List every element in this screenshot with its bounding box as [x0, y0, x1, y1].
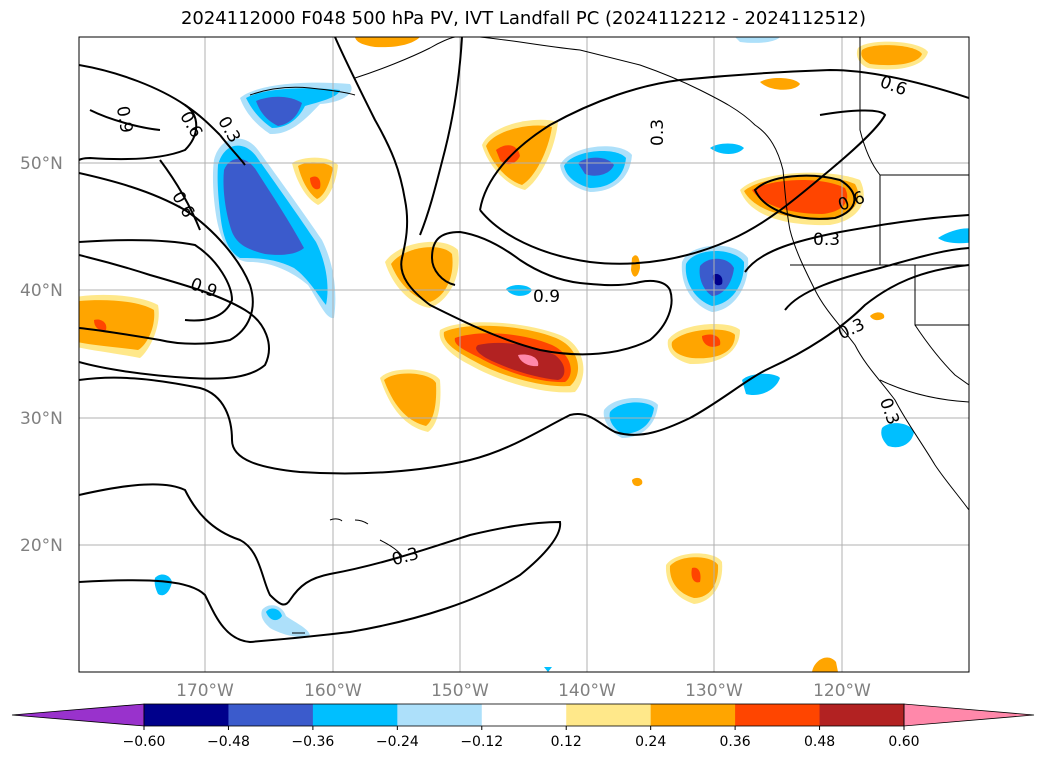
negative-anomaly-137w-48n: [560, 146, 632, 192]
colorbar-frame: [143, 703, 905, 727]
colorbar-tick-label: 0.12: [551, 734, 582, 750]
colorbar-tick-label: 0.48: [804, 734, 835, 750]
colorbar-segment: [481, 704, 567, 726]
lon-label-130w: 130°W: [685, 681, 743, 701]
negative-anomaly-tiny: [544, 667, 552, 672]
positive-anomaly-tiny-2: [870, 312, 885, 321]
colorbar-segment: [397, 704, 483, 726]
positive-anomaly-small-1: [292, 157, 338, 205]
positive-anomaly-bottom: [812, 657, 838, 672]
contour-label: 0.9: [533, 287, 560, 307]
negative-anomaly-small-7: [881, 423, 914, 448]
colorbar-segments: [11, 703, 1035, 727]
lat-label-50n: 50°N: [20, 154, 63, 174]
colorbar-segment: [312, 704, 398, 726]
positive-anomaly-top-center: [355, 37, 420, 48]
negative-anomaly-aleutian: [240, 82, 352, 135]
latitude-labels: 50°N 40°N 30°N 20°N: [20, 154, 63, 556]
colorbar-segment: [650, 704, 736, 726]
colorbar-tick-label: −0.24: [376, 734, 419, 750]
lat-label-20n: 20°N: [20, 536, 63, 556]
lon-label-170w: 170°W: [176, 681, 234, 701]
contour-label: 0.9: [112, 105, 136, 135]
pv-contours: [79, 37, 969, 644]
negative-anomaly-130w-40n: [681, 245, 749, 312]
lat-label-30n: 30°N: [20, 409, 63, 429]
colorbar: −0.60 −0.48 −0.36 −0.24 −0.12 0.12 0.24 0.36 0.4…: [11, 703, 1035, 750]
colorbar-tick-label: 0.24: [635, 734, 666, 750]
colorbar-segment: [144, 704, 229, 726]
colorbar-tick-label: −0.48: [207, 734, 250, 750]
negative-anomaly-top: [735, 37, 780, 43]
colorbar-segment: [735, 704, 821, 726]
positive-anomaly-131w-36n: [667, 324, 740, 365]
colorbar-ticks: −0.60 −0.48 −0.36 −0.24 −0.12 0.12 0.24 0.36 0.4…: [123, 726, 920, 750]
positive-anomaly-top-right: [856, 41, 928, 70]
map-content: [79, 37, 969, 672]
colorbar-tick-label: −0.12: [460, 734, 503, 750]
positive-anomaly-145w-51n: [482, 119, 558, 190]
positive-anomaly-150w-42n: [385, 241, 459, 308]
lat-label-40n: 40°N: [20, 281, 63, 301]
positive-anomaly-tiny-1: [632, 477, 643, 487]
negative-anomaly-small-5: [710, 143, 744, 154]
colorbar-segment: [819, 704, 905, 726]
negative-anomaly-small-6: [938, 228, 969, 244]
colorbar-segment: [228, 704, 314, 726]
negative-anomaly-small-11: [266, 608, 282, 621]
positive-anomaly-south: [665, 553, 723, 604]
lon-label-150w: 150°W: [431, 681, 489, 701]
coastlines: [249, 37, 969, 634]
colorbar-tick-label: −0.36: [291, 734, 334, 750]
positive-anomaly-main: [439, 322, 584, 393]
positive-anomaly-153w-32n: [380, 369, 441, 432]
contour-label: 0.3: [648, 119, 668, 146]
colorbar-extend-max: [903, 703, 1035, 727]
positive-anomaly-left-edge: [79, 294, 159, 358]
positive-anomaly-small-4: [760, 78, 800, 90]
positive-anomaly-small-8: [631, 255, 640, 277]
colorbar-tick-label: −0.60: [123, 734, 166, 750]
negative-anomaly-west: [212, 138, 336, 319]
contour-label: 0.3: [813, 230, 840, 250]
lon-label-160w: 160°W: [304, 681, 362, 701]
colorbar-extend-min: [11, 703, 145, 727]
lon-label-140w: 140°W: [558, 681, 616, 701]
gridlines: [79, 37, 969, 672]
lon-label-120w: 120°W: [813, 681, 871, 701]
colorbar-tick-label: 0.36: [720, 734, 751, 750]
map-frame: [78, 36, 970, 673]
colorbar-segment: [566, 704, 652, 726]
longitude-labels: 170°W 160°W 150°W 140°W 130°W 120°W: [176, 681, 871, 701]
negative-anomaly-small-9: [154, 574, 172, 596]
figure-title: 2024112000 F048 500 hPa PV, IVT Landfall…: [180, 8, 867, 29]
colorbar-tick-label: 0.60: [888, 734, 919, 750]
